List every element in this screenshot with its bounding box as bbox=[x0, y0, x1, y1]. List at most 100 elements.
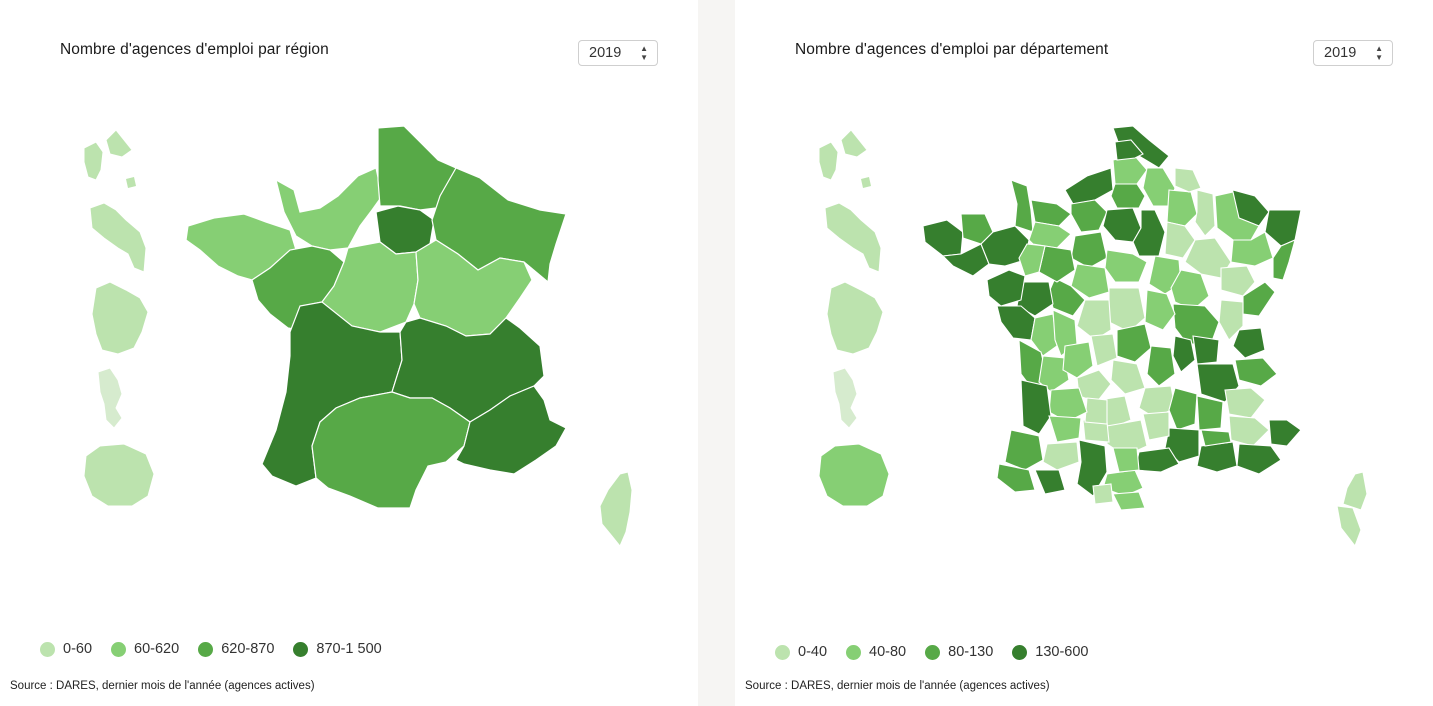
department-deux-sevres[interactable] bbox=[1030, 313, 1058, 357]
region-corse[interactable] bbox=[599, 471, 633, 547]
department-ille-et-vilaine[interactable] bbox=[980, 225, 1030, 267]
legend-swatch bbox=[293, 641, 309, 657]
legend-swatch bbox=[111, 641, 127, 657]
department-gard[interactable] bbox=[1164, 427, 1200, 463]
department-savoie[interactable] bbox=[1234, 357, 1278, 387]
region-centre-val-de-loire[interactable] bbox=[321, 241, 419, 333]
department-lozere[interactable] bbox=[1142, 411, 1170, 441]
region-provence-alpes-cote-azur[interactable] bbox=[455, 385, 567, 475]
department-loire-atlantique[interactable] bbox=[986, 269, 1026, 307]
department-pas-de-calais[interactable] bbox=[1114, 139, 1144, 161]
legend-item: 870-1 500 bbox=[293, 641, 382, 657]
region-guadeloupe[interactable] bbox=[83, 129, 133, 181]
department-pyrenees-atlantiques[interactable] bbox=[996, 463, 1036, 493]
region-reunion[interactable] bbox=[83, 443, 155, 507]
department-gers[interactable] bbox=[1042, 441, 1080, 471]
legend-label: 870-1 500 bbox=[316, 641, 382, 657]
department-ardennes[interactable] bbox=[1174, 167, 1202, 193]
region-martinique[interactable] bbox=[89, 202, 147, 273]
department-maine-et-loire[interactable] bbox=[1016, 281, 1054, 317]
department-year-select[interactable]: 2019 ▲ ▼ bbox=[1313, 40, 1393, 66]
department-calvados[interactable] bbox=[1030, 199, 1072, 227]
department-ain[interactable] bbox=[1192, 335, 1220, 365]
department-haute-corse[interactable] bbox=[1342, 471, 1368, 511]
department-jura[interactable] bbox=[1218, 299, 1244, 341]
legend-item: 0-40 bbox=[775, 644, 827, 660]
region-normandie[interactable] bbox=[275, 167, 383, 251]
department-allier[interactable] bbox=[1116, 323, 1152, 363]
department-charente[interactable] bbox=[1038, 355, 1070, 393]
region-occitanie[interactable] bbox=[311, 391, 471, 509]
department-bas-rhin[interactable] bbox=[1264, 209, 1302, 247]
department-orne[interactable] bbox=[1028, 221, 1072, 249]
legend-swatch bbox=[1012, 644, 1028, 660]
department-alpes-haute-provence[interactable] bbox=[1228, 415, 1270, 447]
legend-swatch bbox=[925, 644, 941, 660]
department-haute-savoie[interactable] bbox=[1232, 327, 1266, 359]
department-meuse[interactable] bbox=[1194, 189, 1216, 237]
department-haute-vienne[interactable] bbox=[1062, 341, 1094, 379]
department-loir-et-cher[interactable] bbox=[1070, 263, 1110, 299]
department-guadeloupe[interactable] bbox=[818, 129, 868, 181]
department-rhone[interactable] bbox=[1172, 335, 1196, 373]
department-guadeloupe-islet[interactable] bbox=[861, 177, 871, 188]
department-lot[interactable] bbox=[1084, 397, 1108, 425]
department-indre[interactable] bbox=[1076, 299, 1112, 341]
chevron-up-down-icon: ▲ ▼ bbox=[1375, 44, 1383, 62]
department-haut-rhin[interactable] bbox=[1272, 239, 1296, 281]
department-finistere[interactable] bbox=[922, 219, 964, 257]
department-gironde[interactable] bbox=[1020, 379, 1052, 435]
legend-label: 0-60 bbox=[63, 641, 93, 657]
department-nievre[interactable] bbox=[1144, 289, 1176, 331]
region-grand-est[interactable] bbox=[431, 167, 567, 284]
department-guyane[interactable] bbox=[826, 281, 884, 355]
department-hautes-alpes[interactable] bbox=[1224, 387, 1266, 419]
legend-swatch bbox=[198, 641, 214, 657]
department-manche[interactable] bbox=[1010, 179, 1034, 233]
department-map bbox=[818, 125, 1368, 548]
department-pyrenees-orientales[interactable] bbox=[1112, 491, 1146, 511]
department-marne[interactable] bbox=[1166, 189, 1198, 227]
department-lot-et-garonne[interactable] bbox=[1048, 415, 1082, 443]
department-meurthe-moselle[interactable] bbox=[1214, 191, 1260, 241]
chevron-up-down-icon: ▲ ▼ bbox=[640, 44, 648, 62]
department-bouches-du-rhone[interactable] bbox=[1196, 441, 1238, 473]
region-map-panel: Nombre d'agences d'emploi par région 201… bbox=[0, 0, 698, 706]
legend-item: 60-620 bbox=[111, 641, 179, 657]
department-loire[interactable] bbox=[1146, 345, 1176, 387]
region-year-select[interactable]: 2019 ▲ ▼ bbox=[578, 40, 658, 66]
department-hautes-pyrenees[interactable] bbox=[1034, 469, 1066, 495]
region-mayotte[interactable] bbox=[97, 367, 123, 429]
department-sarthe[interactable] bbox=[1038, 245, 1076, 283]
region-guyane[interactable] bbox=[91, 281, 149, 355]
department-mayenne[interactable] bbox=[1018, 243, 1046, 277]
region-bourgogne-franche-comte[interactable] bbox=[413, 239, 533, 337]
department-haute-saone[interactable] bbox=[1220, 265, 1256, 297]
department-drome[interactable] bbox=[1196, 395, 1224, 431]
department-seine-et-marne[interactable] bbox=[1132, 209, 1166, 257]
legend-item: 130-600 bbox=[1012, 644, 1089, 660]
region-guadeloupe-islet[interactable] bbox=[126, 177, 136, 188]
department-ariege[interactable] bbox=[1092, 483, 1114, 505]
department-puy-de-dome[interactable] bbox=[1110, 359, 1146, 395]
department-seine-maritime[interactable] bbox=[1064, 167, 1114, 205]
department-vaucluse[interactable] bbox=[1200, 429, 1232, 447]
legend-item: 80-130 bbox=[925, 644, 993, 660]
department-landes[interactable] bbox=[1004, 429, 1044, 471]
department-martinique[interactable] bbox=[824, 202, 882, 273]
department-creuse[interactable] bbox=[1090, 333, 1118, 367]
department-var[interactable] bbox=[1236, 443, 1282, 475]
department-ardeche[interactable] bbox=[1168, 387, 1198, 431]
department-aube[interactable] bbox=[1164, 221, 1196, 259]
department-oise[interactable] bbox=[1110, 183, 1146, 209]
department-corse-du-sud[interactable] bbox=[1336, 505, 1362, 548]
legend-item: 0-60 bbox=[40, 641, 92, 657]
department-mayotte[interactable] bbox=[832, 367, 858, 429]
department-tarn[interactable] bbox=[1112, 447, 1140, 473]
department-reunion[interactable] bbox=[818, 443, 890, 507]
department-haute-garonne[interactable] bbox=[1076, 439, 1108, 497]
department-eure[interactable] bbox=[1070, 199, 1108, 233]
department-alpes-maritimes[interactable] bbox=[1268, 419, 1302, 447]
department-eure-et-loir[interactable] bbox=[1070, 231, 1108, 269]
department-year-value: 2019 bbox=[1324, 45, 1357, 61]
